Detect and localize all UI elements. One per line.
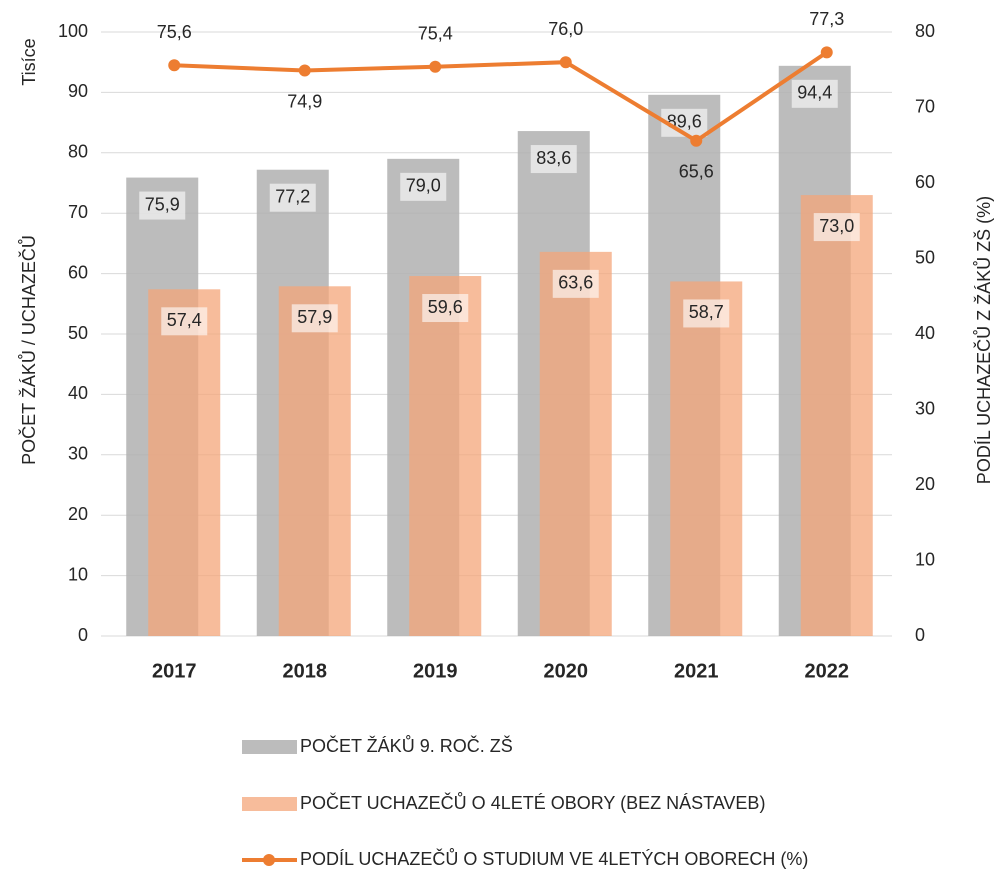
bar	[670, 281, 743, 636]
x-tick-label: 2020	[544, 660, 589, 682]
line-marker	[429, 60, 442, 73]
data-label-box	[683, 299, 730, 328]
unit-label: Tisíce	[19, 38, 39, 85]
y2-axis-title: PODÍL UCHAZEČŮ Z ŽÁKŮ ZŠ (%)	[973, 196, 994, 484]
y-tick-label: 50	[68, 323, 88, 343]
y-tick-label: 70	[68, 202, 88, 222]
data-label-box	[269, 183, 316, 212]
y-tick-label: 80	[68, 142, 88, 162]
y-tick-label: 30	[68, 444, 88, 464]
bar	[278, 286, 351, 636]
y2-tick-label: 80	[915, 21, 935, 41]
x-tick-label: 2019	[413, 660, 458, 682]
data-label: 75,6	[157, 22, 192, 42]
data-label-box	[161, 307, 208, 336]
legend-label: POČET ŽÁKŮ 9. ROČ. ZŠ	[300, 735, 513, 756]
data-label-box	[291, 304, 338, 333]
data-label: 89,6	[667, 112, 702, 132]
y-tick-label: 40	[68, 383, 88, 403]
data-label-box	[552, 269, 599, 298]
y-tick-label: 10	[68, 564, 88, 584]
y-tick-label: 60	[68, 262, 88, 282]
line-marker	[168, 59, 181, 72]
data-label: 77,3	[809, 9, 844, 29]
data-label-box	[139, 191, 186, 220]
y2-tick-label: 20	[915, 474, 935, 494]
data-label: 65,6	[679, 161, 714, 181]
legend-marker	[263, 854, 275, 866]
x-tick-label: 2021	[674, 660, 719, 682]
bar	[409, 276, 482, 636]
data-label: 75,9	[145, 194, 180, 214]
data-label: 77,2	[275, 186, 310, 206]
line-marker	[820, 46, 833, 59]
y-tick-label: 100	[58, 21, 88, 41]
bar	[148, 289, 221, 636]
line	[174, 50, 828, 144]
y2-tick-label: 60	[915, 172, 935, 192]
x-tick-label: 2017	[152, 660, 197, 682]
data-label: 58,7	[689, 302, 724, 322]
y-axis-title: POČET ŽÁKŮ / UCHAZEČŮ	[18, 235, 39, 465]
data-label: 94,4	[797, 83, 832, 103]
data-label: 57,9	[297, 307, 332, 327]
bar	[539, 251, 612, 636]
data-label: 83,6	[536, 148, 571, 168]
legend-label: POČET UCHAZEČŮ O 4LETÉ OBORY (BEZ NÁSTAV…	[300, 792, 765, 813]
legend-swatch	[242, 797, 297, 811]
line-marker	[298, 64, 311, 77]
x-tick-label: 2018	[283, 660, 328, 682]
bar	[800, 195, 873, 636]
data-label-box	[400, 172, 447, 201]
y2-tick-label: 70	[915, 96, 935, 116]
legend-swatch	[242, 740, 297, 754]
data-label: 57,4	[167, 310, 202, 330]
data-label: 76,0	[548, 19, 583, 39]
y2-tick-label: 30	[915, 398, 935, 418]
y-tick-label: 0	[78, 625, 88, 645]
data-label: 79,0	[406, 176, 441, 196]
data-label-box	[813, 213, 860, 242]
data-label: 74,9	[287, 91, 322, 111]
data-label: 63,6	[558, 273, 593, 293]
data-label-box	[422, 294, 469, 323]
data-label: 75,4	[418, 23, 453, 43]
legend-label: PODÍL UCHAZEČŮ O STUDIUM VE 4LETÝCH OBOR…	[300, 848, 808, 869]
x-tick-label: 2022	[805, 660, 850, 682]
y2-tick-label: 50	[915, 247, 935, 267]
y-tick-label: 20	[68, 504, 88, 524]
y2-tick-label: 10	[915, 549, 935, 569]
y-tick-label: 90	[68, 81, 88, 101]
y2-tick-label: 40	[915, 323, 935, 343]
y2-tick-label: 0	[915, 625, 925, 645]
data-label-box	[791, 79, 838, 108]
line-marker	[559, 56, 572, 69]
line-marker	[690, 134, 703, 147]
data-label: 59,6	[428, 297, 463, 317]
data-label-box	[530, 145, 577, 174]
data-label: 73,0	[819, 216, 854, 236]
